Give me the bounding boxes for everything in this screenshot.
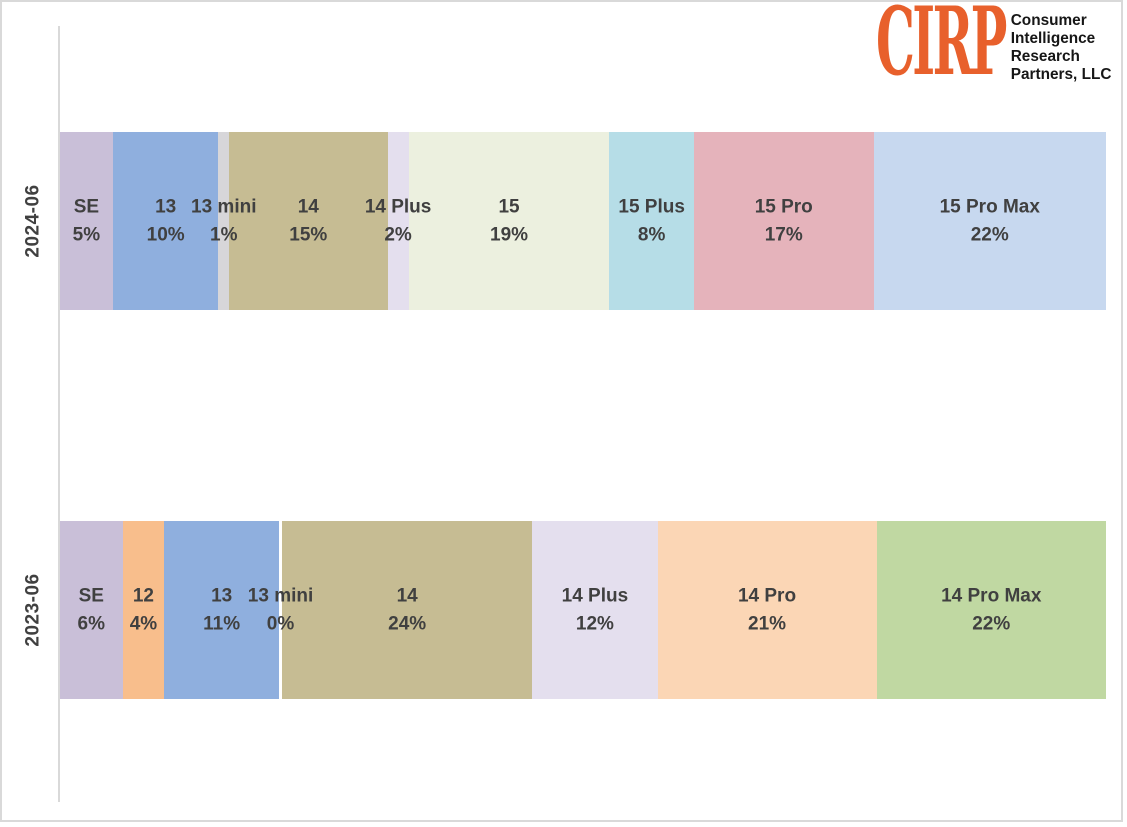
bar-segment-13: 13 11% [164, 521, 280, 699]
category-label-2023-06: 2023-06 [10, 521, 58, 699]
cirp-logo-name: Consumer Intelligence Research Partners,… [1004, 9, 1112, 84]
bar-segment-14: 14 24% [282, 521, 533, 699]
segment-percentage: 24% [388, 613, 427, 634]
segment-model-name: 15 [498, 196, 520, 218]
segment-label: 14 24% [388, 583, 426, 638]
bar-segment-se: SE 5% [60, 132, 113, 310]
segment-percentage: 6% [77, 613, 106, 634]
segment-model-name: 14 Pro [737, 585, 797, 607]
segment-model-name: 13 mini [191, 196, 257, 218]
segment-label: 13 mini 0% [248, 583, 313, 638]
segment-model-name: 15 Pro [754, 196, 813, 218]
segment-label: 14 15% [289, 194, 327, 249]
segment-model-name: SE [73, 196, 100, 218]
bar-segment-14-plus: 14 Plus 12% [532, 521, 658, 699]
cirp-logo-name-line: Consumer [1010, 12, 1087, 29]
cirp-logo-acronym: CIRP [876, 0, 1007, 97]
segment-percentage: 21% [748, 613, 787, 634]
segment-percentage: 10% [146, 224, 185, 245]
bar-segment-13-mini: 13 mini 0% [248, 521, 313, 699]
segment-model-name: 14 Pro Max [941, 585, 1042, 607]
segment-percentage: 17% [764, 224, 803, 245]
segment-percentage: 4% [129, 613, 158, 634]
segment-label: 15 19% [490, 194, 528, 249]
segment-model-name: 14 Plus [561, 585, 629, 607]
segment-percentage: 19% [490, 224, 529, 245]
category-label-text: 2023-06 [23, 573, 45, 647]
segment-label: 14 Plus 12% [562, 583, 629, 638]
bar-segment-15: 15 19% [408, 132, 610, 310]
segment-label: 14 Pro 21% [738, 583, 796, 638]
bar-segment-13-mini: 13 mini 1% [191, 132, 257, 310]
bar-segment-14: 14 15% [229, 132, 388, 310]
cirp-logo-name-line: Intelligence [1010, 30, 1096, 47]
bar-segment-13: 13 10% [112, 132, 219, 310]
bar-segment-15-plus: 15 Plus 8% [609, 132, 694, 310]
segment-percentage: 8% [637, 224, 666, 245]
bar-segment-15-pro: 15 Pro 17% [693, 132, 874, 310]
segment-model-name: 13 [155, 196, 177, 218]
segment-model-name: SE [78, 585, 104, 607]
segment-label: SE 5% [73, 194, 100, 249]
segment-label: SE 6% [78, 583, 105, 638]
segment-label: 13 11% [203, 583, 240, 638]
segment-percentage: 22% [972, 613, 1011, 634]
segment-label: 15 Pro 17% [755, 194, 813, 249]
segment-label: 14 Plus 2% [365, 194, 432, 249]
segment-model-name: 15 Pro Max [939, 196, 1040, 218]
stacked-bar-2024-06: SE 5% 13 10% 13 mini 1% 14 15% 14 Plus 2% 15 19% 15 … [60, 132, 1106, 310]
segment-model-name: 13 [211, 585, 233, 607]
bar-segment-15-pro-max: 15 Pro Max 22% [873, 132, 1106, 310]
bar-segment-12: 12 4% [122, 521, 165, 699]
category-label-text: 2024-06 [23, 184, 45, 258]
segment-model-name: 14 Plus [364, 196, 432, 218]
segment-label: 12 4% [130, 583, 157, 638]
segment-label: 14 Pro Max 22% [941, 583, 1041, 638]
segment-percentage: 0% [266, 613, 295, 634]
segment-percentage: 11% [203, 613, 241, 634]
segment-percentage: 15% [289, 224, 328, 245]
stacked-bar-2023-06: SE 6% 12 4% 13 11% 13 mini 0% 14 24% 14 Plus 12% 14 … [60, 521, 1106, 699]
segment-model-name: 14 [297, 196, 319, 218]
bar-segment-se: SE 6% [60, 521, 123, 699]
segment-label: 13 mini 1% [191, 194, 256, 249]
category-label-2024-06: 2024-06 [10, 132, 58, 310]
segment-model-name: 12 [132, 585, 154, 607]
cirp-logo-name-line: Partners, LLC [1010, 66, 1112, 83]
bar-segment-14-pro-max: 14 Pro Max 22% [876, 521, 1106, 699]
segment-model-name: 14 [396, 585, 418, 607]
cirp-logo: CIRP Consumer Intelligence Research Part… [876, 0, 1116, 89]
bar-segment-14-plus: 14 Plus 2% [365, 132, 431, 310]
segment-percentage: 12% [575, 613, 614, 634]
bar-segment-14-pro: 14 Pro 21% [657, 521, 877, 699]
segment-percentage: 1% [210, 224, 238, 245]
segment-percentage: 22% [970, 224, 1009, 245]
category-axis-line [58, 26, 60, 802]
segment-label: 13 10% [147, 194, 185, 249]
segment-model-name: 15 Plus [618, 196, 685, 218]
segment-percentage: 5% [72, 224, 101, 245]
segment-model-name: 13 mini [247, 585, 314, 607]
cirp-logo-name-line: Research [1010, 48, 1080, 65]
cirp-logo-acronym-box: CIRP [876, 0, 1007, 89]
segment-label: 15 Plus 8% [618, 194, 685, 249]
segment-label: 15 Pro Max 22% [940, 194, 1040, 249]
segment-percentage: 2% [384, 224, 412, 245]
